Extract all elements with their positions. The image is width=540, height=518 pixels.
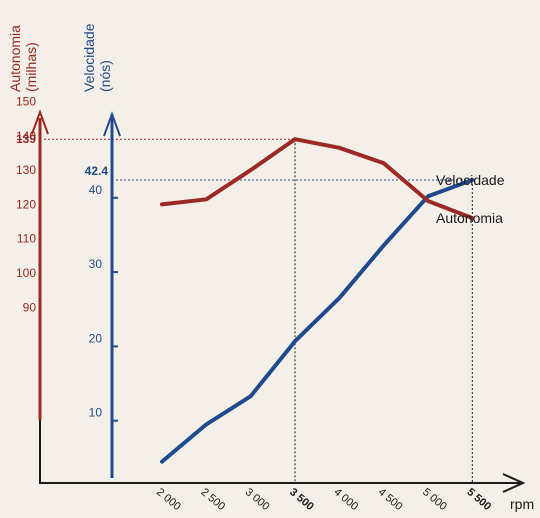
autonomia-series-line [160, 137, 475, 221]
autonomia-axis-subtitle: (milhas) [23, 42, 39, 92]
velocidade-axis-title: Velocidade [81, 23, 97, 92]
autonomia-highlight-label: 139 [16, 132, 36, 146]
velocidade-series-line [160, 178, 475, 464]
x-axis-title: rpm [510, 496, 534, 512]
velocidade-axis-arrow [103, 111, 121, 137]
series-labels: Velocidade Autonomia [436, 172, 505, 226]
autonomia-axis-title: Autonomia [7, 25, 23, 92]
autonomia-tick-label: 100 [16, 266, 36, 280]
velocidade-axis-ticks: 10 20 30 40 42.4 [85, 164, 118, 422]
velocidade-highlight-label: 42.4 [85, 164, 109, 178]
autonomia-tick-label: 140 [16, 129, 36, 143]
autonomia-axis-ticks: 90 100 110 120 130 140 150 139 [16, 95, 36, 315]
velocidade-axis-subtitle: (nós) [97, 60, 113, 92]
series-lines [160, 137, 475, 464]
velocidade-series-label: Velocidade [436, 172, 505, 188]
x-axis-line [39, 420, 520, 484]
velocidade-tick-label: 30 [89, 257, 103, 271]
x-axis-arrow [502, 473, 526, 493]
highlight-guides [44, 138, 473, 483]
autonomia-axis-arrow [31, 109, 49, 135]
autonomia-tick-label: 150 [16, 95, 36, 109]
velocidade-tick-label: 20 [89, 331, 103, 345]
autonomia-tick-label: 90 [23, 300, 37, 314]
autonomia-tick-label: 120 [16, 197, 36, 211]
velocidade-tick-label: 40 [89, 183, 103, 197]
velocidade-tick-label: 10 [89, 406, 103, 420]
autonomia-tick-label: 130 [16, 163, 36, 177]
autonomia-series-label: Autonomia [436, 210, 503, 226]
autonomia-tick-label: 110 [17, 232, 36, 246]
